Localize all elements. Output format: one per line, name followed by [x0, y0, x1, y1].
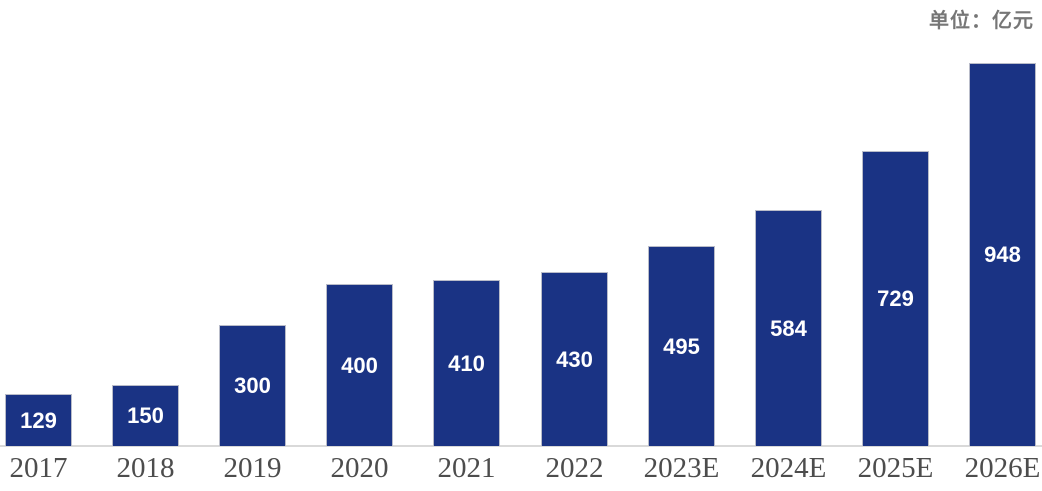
bar: 150	[112, 385, 179, 446]
bar: 400	[326, 284, 393, 446]
bar-value-label: 495	[663, 333, 700, 359]
bar: 300	[219, 325, 286, 446]
x-axis-label: 2024E	[750, 452, 827, 484]
bar-value-label: 400	[341, 352, 378, 378]
bar: 410	[433, 280, 500, 446]
bar: 729	[862, 151, 929, 446]
bar: 129	[5, 394, 72, 446]
x-axis-label: 2018	[116, 452, 175, 484]
bar: 584	[755, 210, 822, 446]
bar: 430	[541, 272, 608, 446]
bar: 495	[648, 246, 715, 446]
bar-value-label: 300	[234, 373, 271, 398]
x-axis-label: 2021	[437, 452, 496, 484]
x-axis-label: 2026E	[964, 452, 1041, 484]
x-axis-label: 2017	[9, 452, 68, 484]
bar-value-label: 129	[20, 407, 57, 433]
bar-value-label: 410	[448, 350, 485, 376]
x-axis-label: 2022	[545, 452, 604, 484]
x-axis-label: 2020	[330, 452, 389, 484]
unit-label: 单位：亿元	[929, 8, 1034, 32]
bar: 948	[969, 63, 1036, 446]
x-axis-label: 2025E	[857, 452, 934, 484]
bar-value-label: 430	[556, 346, 593, 372]
x-axis-label: 2023E	[643, 452, 720, 484]
bar-value-label: 584	[770, 315, 807, 341]
bar-value-label: 150	[127, 403, 164, 428]
bar-value-label: 729	[877, 286, 914, 311]
x-axis-label: 2019	[223, 452, 282, 484]
bar-value-label: 948	[984, 242, 1021, 267]
x-axis-line	[0, 445, 1042, 447]
